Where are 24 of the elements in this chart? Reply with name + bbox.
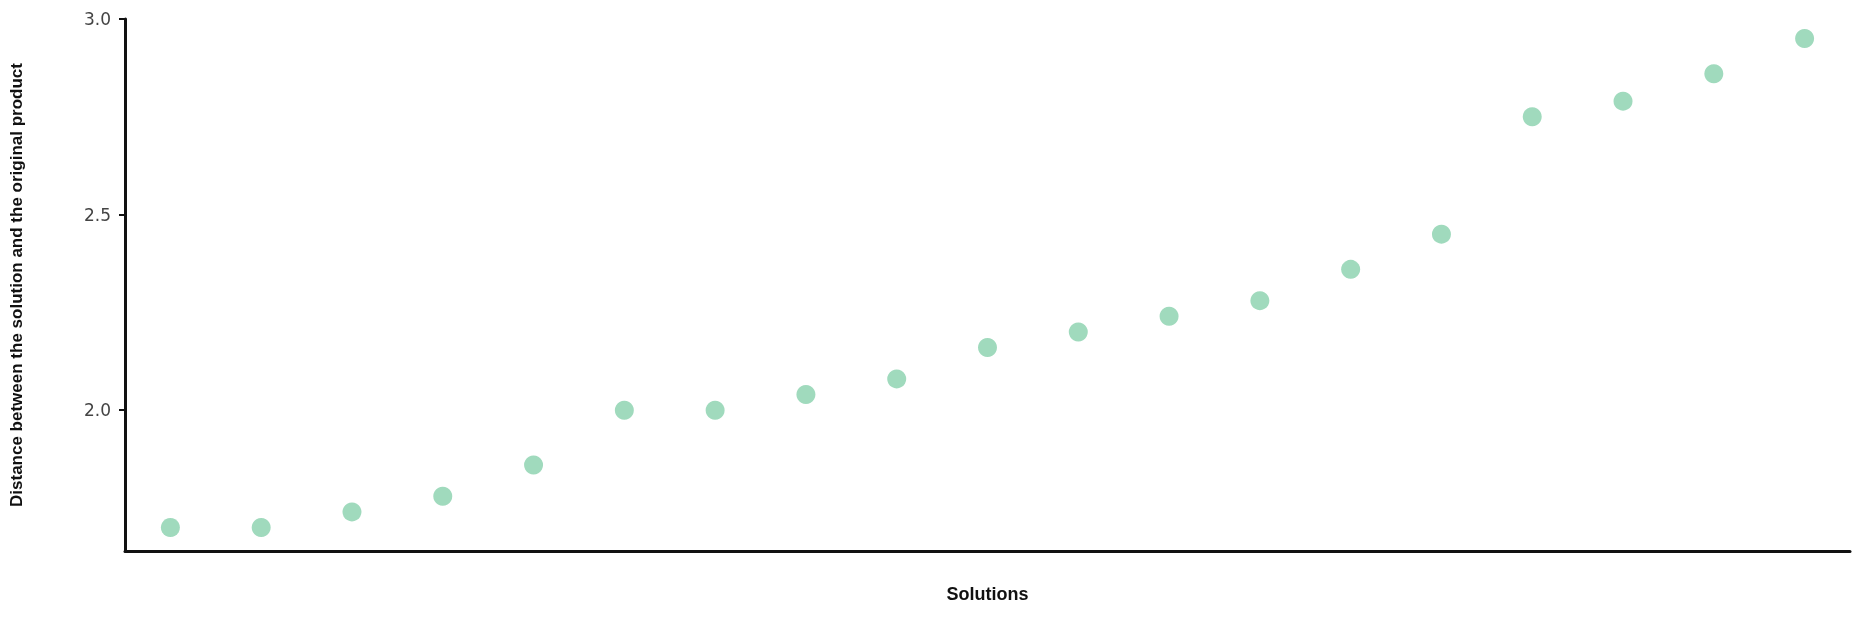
point — [1341, 259, 1361, 279]
point — [1068, 322, 1088, 342]
point — [978, 338, 997, 358]
point — [1704, 64, 1724, 84]
point — [1522, 107, 1542, 127]
point — [796, 385, 816, 405]
point — [251, 518, 271, 538]
point — [342, 502, 362, 522]
y-axis-title: Distance between the solution and the original product — [7, 62, 26, 507]
point — [1250, 291, 1270, 311]
point — [1613, 91, 1633, 111]
y-tick-label: 2.0 — [83, 400, 111, 421]
point — [1159, 306, 1179, 326]
y-tick-label: 3.0 — [83, 9, 111, 29]
point — [524, 455, 544, 475]
point — [1795, 29, 1815, 49]
point — [705, 400, 725, 420]
point — [614, 400, 634, 420]
point — [160, 518, 180, 538]
point — [1431, 224, 1451, 244]
y-tick-label: 2.5 — [83, 204, 111, 225]
x-axis-title: Solutions — [946, 584, 1029, 604]
point — [433, 486, 453, 506]
point — [887, 369, 907, 389]
